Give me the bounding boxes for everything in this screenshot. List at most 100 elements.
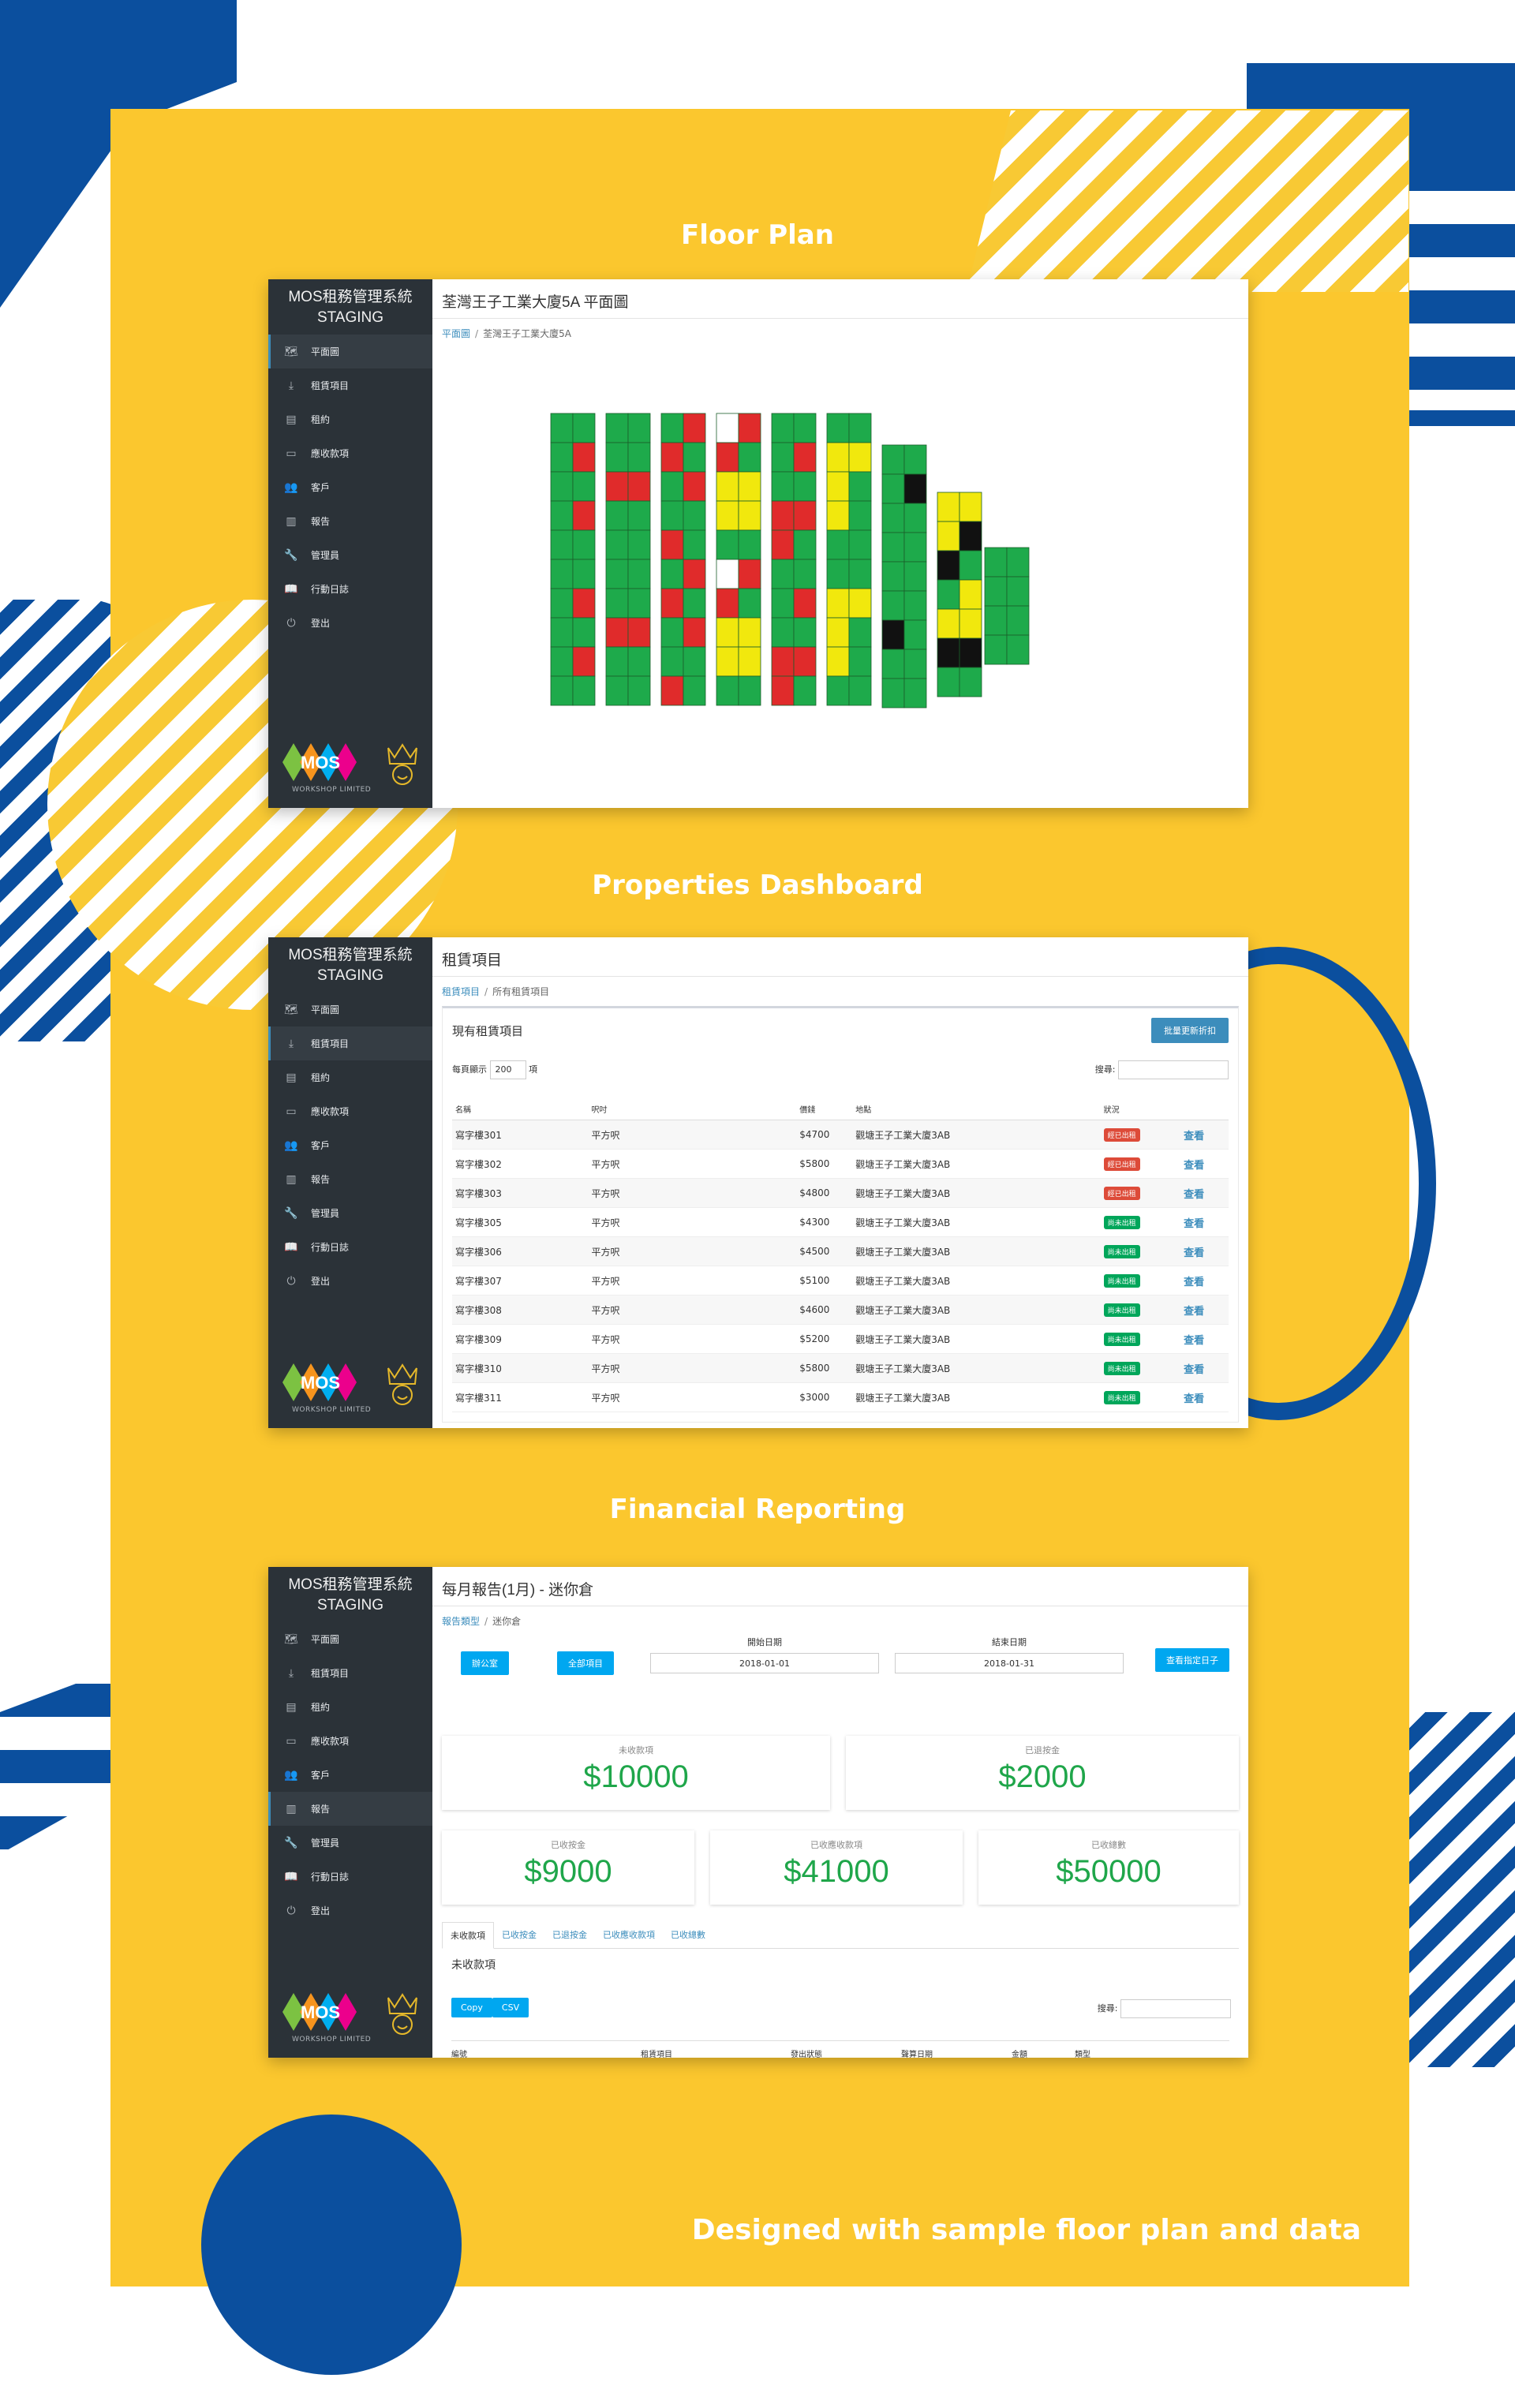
floor-unit[interactable]	[738, 442, 761, 473]
floor-unit[interactable]	[848, 471, 872, 502]
floor-unit[interactable]	[683, 675, 706, 706]
floor-unit[interactable]	[683, 617, 706, 648]
sidebar-item[interactable]: 👥 客戶	[268, 1128, 432, 1162]
floor-unit[interactable]	[903, 444, 927, 475]
sidebar-item[interactable]: ⏻ 登出	[268, 606, 432, 640]
floor-unit[interactable]	[826, 413, 850, 443]
floor-unit[interactable]	[660, 471, 684, 502]
floor-unit[interactable]	[716, 588, 739, 619]
floor-unit[interactable]	[937, 492, 960, 522]
floor-unit[interactable]	[572, 588, 596, 619]
column-header[interactable]: 聲算日期	[901, 2051, 933, 2058]
floor-unit[interactable]	[738, 675, 761, 706]
view-link[interactable]: 查看	[1184, 1334, 1205, 1347]
floor-unit[interactable]	[903, 473, 927, 504]
floor-unit[interactable]	[627, 646, 651, 677]
floor-unit[interactable]	[881, 590, 905, 621]
floor-unit[interactable]	[738, 559, 761, 589]
floor-unit[interactable]	[903, 649, 927, 679]
floor-unit[interactable]	[572, 646, 596, 677]
sidebar-item[interactable]: 👥 客戶	[268, 1758, 432, 1792]
tab-item[interactable]: 未收款項	[442, 1922, 494, 1949]
floor-unit[interactable]	[627, 588, 651, 619]
floor-unit[interactable]	[738, 646, 761, 677]
sidebar-item[interactable]: 🔧 管理員	[268, 538, 432, 572]
view-link[interactable]: 查看	[1184, 1363, 1205, 1376]
sidebar-item[interactable]: 🔧 管理員	[268, 1196, 432, 1230]
floor-unit[interactable]	[937, 579, 960, 610]
floor-unit[interactable]	[627, 413, 651, 443]
floor-unit[interactable]	[848, 675, 872, 706]
floor-unit[interactable]	[848, 617, 872, 648]
floor-unit[interactable]	[683, 500, 706, 531]
all-items-filter-button[interactable]: 全部項目	[557, 1651, 614, 1675]
column-header[interactable]: 類型	[1075, 2051, 1090, 2058]
floor-unit[interactable]	[771, 413, 795, 443]
floor-unit[interactable]	[605, 675, 629, 706]
floor-unit[interactable]	[627, 559, 651, 589]
floor-unit[interactable]	[683, 559, 706, 589]
floor-unit[interactable]	[984, 605, 1008, 636]
floor-unit[interactable]	[550, 646, 574, 677]
floor-unit[interactable]	[826, 559, 850, 589]
tab-item[interactable]: 已收應收款項	[603, 1930, 655, 1940]
floor-unit[interactable]	[826, 617, 850, 648]
floor-unit[interactable]	[903, 561, 927, 592]
view-link[interactable]: 查看	[1184, 1247, 1205, 1259]
floor-unit[interactable]	[627, 617, 651, 648]
sidebar-item[interactable]: ▥ 報告	[268, 1792, 432, 1826]
floor-unit[interactable]	[572, 559, 596, 589]
sidebar-item[interactable]: 📖 行動日誌	[268, 1860, 432, 1894]
floor-unit[interactable]	[660, 675, 684, 706]
floor-unit[interactable]	[826, 471, 850, 502]
floor-unit[interactable]	[683, 442, 706, 473]
view-link[interactable]: 查看	[1184, 1393, 1205, 1405]
floor-unit[interactable]	[660, 559, 684, 589]
floor-unit[interactable]	[716, 471, 739, 502]
sidebar-item[interactable]: ▤ 租約	[268, 1060, 432, 1094]
floor-unit[interactable]	[771, 529, 795, 560]
floor-unit[interactable]	[550, 617, 574, 648]
view-link[interactable]: 查看	[1184, 1159, 1205, 1172]
office-filter-button[interactable]: 辦公室	[461, 1651, 509, 1675]
floor-unit[interactable]	[627, 500, 651, 531]
floor-unit[interactable]	[848, 646, 872, 677]
floor-unit[interactable]	[848, 442, 872, 473]
floor-unit[interactable]	[605, 559, 629, 589]
floor-unit[interactable]	[1006, 576, 1030, 607]
floor-unit[interactable]	[826, 529, 850, 560]
search-input[interactable]	[1120, 1999, 1231, 2018]
floor-unit[interactable]	[959, 521, 982, 552]
floor-unit[interactable]	[738, 471, 761, 502]
floor-unit[interactable]	[937, 608, 960, 639]
floor-unit[interactable]	[826, 588, 850, 619]
floor-unit[interactable]	[903, 678, 927, 709]
floor-unit[interactable]	[959, 579, 982, 610]
floor-unit[interactable]	[550, 471, 574, 502]
breadcrumb-link[interactable]: 租賃項目	[442, 986, 481, 997]
floor-unit[interactable]	[716, 500, 739, 531]
floor-unit[interactable]	[984, 547, 1008, 578]
floor-unit[interactable]	[683, 588, 706, 619]
floor-unit[interactable]	[793, 675, 817, 706]
floor-unit[interactable]	[903, 532, 927, 563]
floor-unit[interactable]	[881, 532, 905, 563]
floor-unit[interactable]	[793, 471, 817, 502]
floor-unit[interactable]	[793, 529, 817, 560]
floor-unit[interactable]	[572, 442, 596, 473]
breadcrumb-link[interactable]: 報告類型	[442, 1616, 481, 1627]
floor-unit[interactable]	[959, 550, 982, 581]
floor-unit[interactable]	[716, 675, 739, 706]
floor-unit[interactable]	[716, 413, 739, 443]
floor-unit[interactable]	[572, 675, 596, 706]
sidebar-item[interactable]: ▭ 應收款項	[268, 1724, 432, 1758]
floor-unit[interactable]	[605, 500, 629, 531]
floor-unit[interactable]	[683, 529, 706, 560]
floor-unit[interactable]	[660, 529, 684, 560]
copy-button[interactable]: Copy	[451, 1998, 492, 2017]
floor-unit[interactable]	[937, 667, 960, 697]
floor-unit[interactable]	[959, 667, 982, 697]
floor-unit[interactable]	[627, 442, 651, 473]
floor-unit[interactable]	[826, 646, 850, 677]
floor-unit[interactable]	[550, 675, 574, 706]
